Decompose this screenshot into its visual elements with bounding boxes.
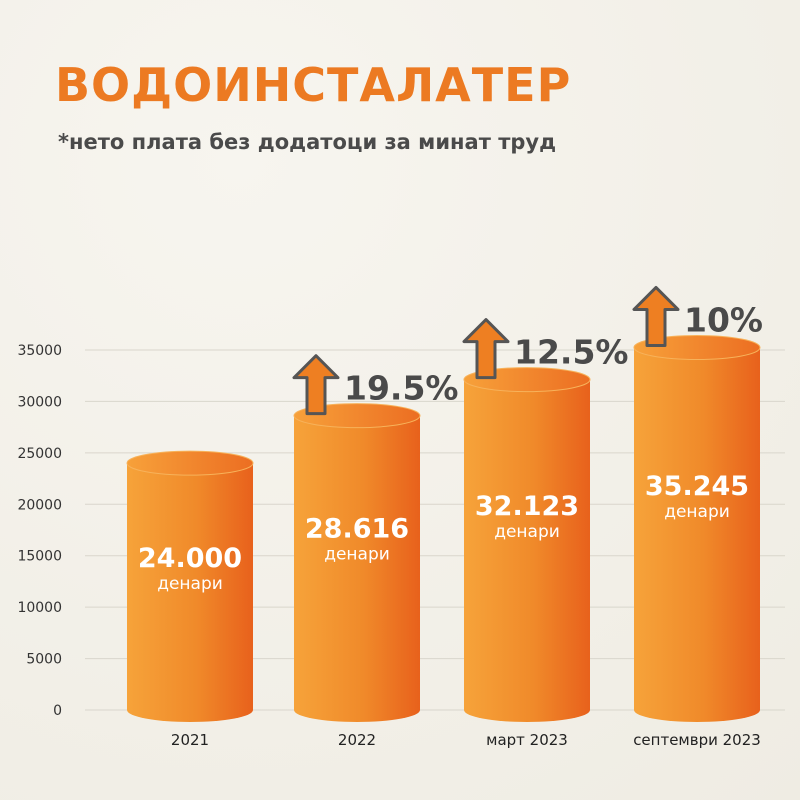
data-unit-label: денари [324, 545, 390, 565]
bars: 24.000денари28.616денари19.5%32.123денар… [126, 285, 763, 722]
increase-arrow-icon [292, 354, 340, 416]
data-label: 28.616 [305, 514, 409, 545]
increase-percent-label: 10% [684, 300, 763, 339]
bar [464, 379, 590, 722]
x-category-label: 2022 [338, 731, 376, 749]
y-tick-label: 25000 [17, 446, 62, 462]
data-label: 32.123 [475, 491, 579, 522]
x-category-label: 2021 [171, 731, 209, 749]
y-tick-label: 20000 [17, 497, 62, 513]
chart-subtitle: *нето плата без додатоци за минат труд [58, 130, 557, 154]
y-tick-label: 10000 [17, 600, 62, 616]
data-label: 35.245 [645, 471, 749, 502]
x-category-label: септември 2023 [633, 731, 761, 749]
y-tick-label: 5000 [26, 652, 62, 668]
y-tick-label: 35000 [17, 343, 62, 359]
increase-arrow-icon [462, 318, 510, 380]
chart-title: ВОДОИНСТАЛАТЕР [55, 58, 572, 112]
bar [634, 347, 760, 722]
y-tick-label: 15000 [17, 549, 62, 565]
y-axis-ticks: 0 5000 10000 15000 20000 25000 30000 35000 [17, 343, 62, 719]
data-unit-label: денари [664, 502, 730, 522]
y-tick-label: 0 [53, 703, 62, 719]
x-axis-categories: 2021 2022 март 2023 септември 2023 [171, 731, 761, 749]
bar [294, 415, 420, 722]
increase-arrow-icon [632, 285, 680, 347]
bar [127, 463, 253, 722]
increase-percent-label: 12.5% [514, 333, 629, 372]
data-unit-label: денари [157, 574, 223, 594]
bar-top [126, 450, 254, 476]
y-tick-label: 30000 [17, 394, 62, 410]
data-label: 24.000 [138, 543, 242, 574]
data-unit-label: денари [494, 522, 560, 542]
increase-percent-label: 19.5% [344, 369, 459, 408]
x-category-label: март 2023 [486, 731, 568, 749]
